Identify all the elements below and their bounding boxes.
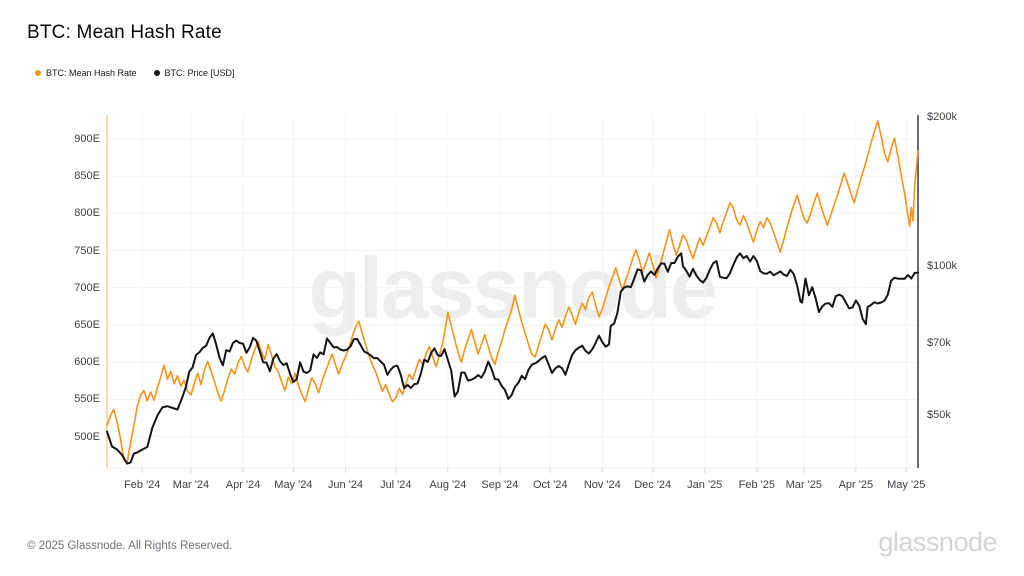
x-tick-label: Apr '24 (225, 479, 261, 491)
y-left-tick-label: 500E (74, 430, 100, 443)
y-left-tick-label: 850E (74, 170, 100, 183)
price-color-dot-icon (153, 70, 160, 76)
x-tick-label: Nov '24 (583, 479, 621, 491)
y-left-tick-label: 750E (74, 244, 100, 257)
y-right-tick-label: $70k (927, 336, 951, 349)
y-right-tick-label: $100k (927, 260, 957, 272)
x-tick-label: May '24 (274, 479, 313, 491)
x-tick-label: Aug '24 (429, 479, 467, 491)
x-tick-label: Sep '24 (481, 479, 519, 491)
legend-item-price[interactable]: BTC: Price [USD] (153, 68, 235, 78)
legend-item-label: BTC: Mean Hash Rate (46, 68, 137, 78)
x-tick-label: May '25 (887, 479, 926, 491)
y-left-tick-label: 650E (74, 319, 100, 331)
x-tick-label: Feb '25 (738, 479, 775, 491)
x-tick-label: Mar '25 (785, 479, 822, 491)
page-title: BTC: Mean Hash Rate (27, 22, 222, 43)
y-left-tick-label: 800E (74, 207, 100, 220)
glassnode-logo: glassnode (878, 527, 997, 557)
x-tick-label: Jan '25 (687, 479, 723, 491)
x-tick-label: Mar '24 (172, 479, 210, 491)
x-tick-label: Jul '24 (380, 479, 412, 491)
legend: BTC: Mean Hash Rate BTC: Price [USD] (35, 68, 235, 78)
y-left-tick-label: 550E (74, 393, 100, 406)
price-line (106, 252, 919, 465)
y-right-tick-label: $50k (927, 409, 951, 422)
footer-copyright: © 2025 Glassnode. All Rights Reserved. (27, 540, 233, 552)
x-tick-label: Dec '24 (634, 479, 672, 491)
x-tick-label: Jun '24 (327, 479, 363, 491)
x-tick-label: Oct '24 (533, 479, 568, 491)
y-left-tick-label: 900E (74, 132, 100, 145)
hash-rate-line (106, 120, 919, 464)
hash-rate-color-dot-icon (35, 70, 41, 76)
legend-item-label: BTC: Price [USD] (164, 68, 235, 78)
y-left-tick-label: 700E (74, 281, 100, 294)
y-right-tick-label: $200k (927, 110, 957, 123)
y-left-tick-label: 600E (74, 356, 100, 369)
x-tick-label: Apr '25 (838, 479, 874, 491)
x-tick-label: Feb '24 (124, 479, 161, 491)
legend-item-hash-rate[interactable]: BTC: Mean Hash Rate (35, 68, 137, 78)
